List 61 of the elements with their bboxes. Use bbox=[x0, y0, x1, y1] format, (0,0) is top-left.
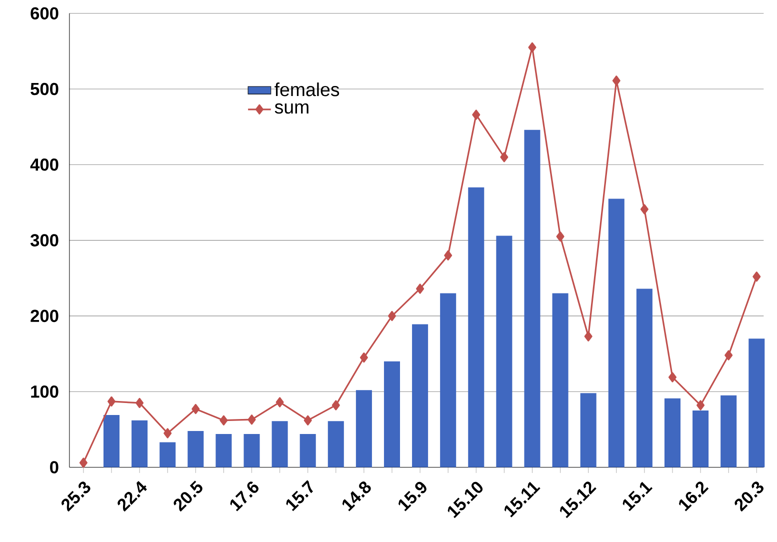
x-tick-label: 16.2 bbox=[678, 482, 709, 512]
bar bbox=[244, 434, 260, 468]
point bbox=[164, 428, 172, 438]
y-tick-label: 500 bbox=[30, 82, 58, 96]
bar bbox=[440, 293, 456, 468]
bar bbox=[496, 236, 512, 468]
bar bbox=[160, 442, 176, 468]
point bbox=[248, 414, 256, 425]
point bbox=[79, 458, 88, 468]
bar bbox=[328, 421, 344, 468]
y-tick-label: 100 bbox=[31, 385, 58, 398]
bar bbox=[356, 390, 372, 468]
bar bbox=[664, 398, 680, 468]
point bbox=[528, 42, 536, 52]
point bbox=[556, 231, 564, 242]
bar bbox=[132, 420, 148, 468]
bar bbox=[216, 434, 232, 468]
point bbox=[612, 76, 620, 86]
point bbox=[444, 250, 452, 260]
y-tick-label: 400 bbox=[30, 158, 58, 171]
point bbox=[360, 352, 368, 363]
bar bbox=[692, 410, 709, 468]
y-tick-label: 0 bbox=[50, 461, 58, 474]
y-tick-label: 200 bbox=[30, 310, 58, 322]
bar bbox=[188, 430, 204, 468]
bar bbox=[384, 361, 400, 468]
point bbox=[724, 350, 733, 360]
point bbox=[696, 400, 705, 410]
point bbox=[584, 331, 592, 342]
bar bbox=[272, 421, 288, 468]
point bbox=[388, 310, 396, 322]
x-tick-label: 15.1 bbox=[622, 482, 653, 512]
bar bbox=[608, 198, 624, 468]
legend-label: sum bbox=[274, 103, 308, 114]
point bbox=[304, 415, 312, 426]
point bbox=[416, 284, 424, 294]
point bbox=[107, 396, 116, 407]
point bbox=[640, 204, 648, 214]
bar bbox=[580, 393, 596, 468]
y-tick-label: 600 bbox=[30, 7, 58, 20]
x-tick-label: 15.9 bbox=[398, 482, 426, 512]
legend-label: females bbox=[274, 82, 340, 96]
bar bbox=[468, 187, 484, 468]
bar bbox=[412, 324, 428, 468]
point bbox=[276, 397, 284, 408]
point bbox=[192, 404, 200, 414]
y-tick-label: 300 bbox=[30, 234, 58, 246]
bar bbox=[552, 293, 568, 468]
point bbox=[136, 398, 144, 408]
point bbox=[668, 372, 676, 382]
point bbox=[752, 272, 761, 282]
point bbox=[500, 152, 508, 162]
bar bbox=[524, 130, 540, 468]
bar bbox=[720, 395, 737, 468]
bar bbox=[636, 288, 652, 468]
point bbox=[332, 400, 340, 410]
bar bbox=[300, 434, 316, 468]
bar bbox=[103, 415, 120, 468]
point bbox=[472, 110, 480, 120]
bar bbox=[748, 338, 765, 468]
point bbox=[220, 415, 228, 426]
